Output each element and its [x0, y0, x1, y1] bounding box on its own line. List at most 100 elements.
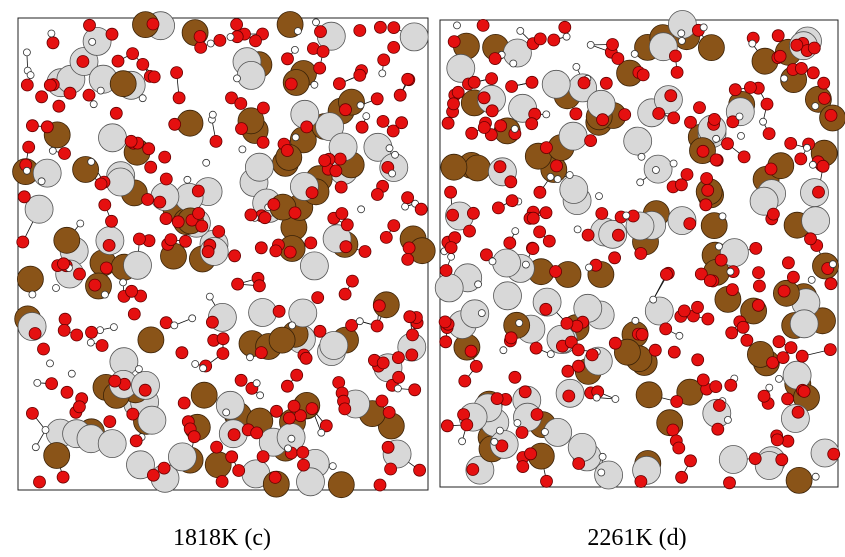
- oxygen-atom: [245, 209, 257, 221]
- hydrogen-atom: [719, 213, 726, 220]
- hydrogen-atom: [713, 135, 720, 142]
- oxygen-atom: [492, 202, 504, 214]
- oxygen-atom: [467, 207, 479, 219]
- hydrogen-atom: [596, 193, 603, 200]
- oxygen-atom: [300, 352, 312, 364]
- oxygen-atom: [58, 258, 70, 270]
- hydrogen-atom: [389, 170, 396, 177]
- metal-atom: [191, 382, 217, 408]
- oxygen-atom: [285, 78, 297, 90]
- oxygen-atom: [478, 122, 490, 134]
- hydrogen-atom: [776, 375, 783, 382]
- oxygen-atom: [306, 187, 318, 199]
- oxygen-atom: [210, 135, 222, 147]
- oxygen-atom: [228, 429, 240, 441]
- oxygen-atom: [828, 448, 840, 460]
- hydrogen-atom: [101, 291, 108, 298]
- oxygen-atom: [505, 176, 517, 188]
- figure: 1818K (c) 2261K (d): [0, 0, 845, 557]
- hydrogen-atom: [623, 212, 630, 219]
- oxygen-atom: [782, 435, 794, 447]
- oxygen-atom: [195, 41, 207, 53]
- oxygen-atom: [635, 476, 647, 488]
- oxygen-atom: [255, 347, 267, 359]
- hydrogen-atom: [514, 420, 521, 427]
- hydrogen-atom: [517, 27, 524, 34]
- oxygen-atom: [692, 301, 704, 313]
- oxygen-atom: [330, 165, 342, 177]
- oxygen-atom: [17, 236, 29, 248]
- oxygen-atom: [128, 308, 140, 320]
- hydrogen-atom: [257, 392, 264, 399]
- oxygen-atom: [543, 235, 555, 247]
- hydrogen-atom: [318, 429, 325, 436]
- hydrogen-atom: [522, 261, 529, 268]
- oxygen-atom: [194, 31, 206, 43]
- oxygen-atom: [402, 192, 414, 204]
- oxygen-atom: [697, 145, 709, 157]
- silicon-atom: [400, 23, 428, 51]
- hydrogen-atom: [678, 37, 685, 44]
- oxygen-atom: [561, 317, 573, 329]
- metal-atom: [464, 155, 490, 181]
- oxygen-atom: [694, 102, 706, 114]
- oxygen-atom: [84, 19, 96, 31]
- oxygen-atom: [169, 118, 181, 130]
- hydrogen-atom: [554, 176, 561, 183]
- oxygen-atom: [710, 381, 722, 393]
- oxygen-atom: [675, 179, 687, 191]
- oxygen-atom: [100, 262, 112, 274]
- hydrogen-atom: [203, 159, 210, 166]
- oxygen-atom: [26, 120, 38, 132]
- hydrogen-atom: [285, 445, 292, 452]
- oxygen-atom: [467, 464, 479, 476]
- snapshot-panel: [13, 12, 436, 498]
- oxygen-atom: [637, 69, 649, 81]
- hydrogen-atom: [738, 132, 745, 139]
- oxygen-atom: [283, 412, 295, 424]
- oxygen-atom: [18, 191, 30, 203]
- oxygen-atom: [722, 138, 734, 150]
- oxygen-atom: [392, 352, 404, 364]
- oxygen-atom: [439, 316, 451, 328]
- metal-atom: [54, 227, 80, 253]
- oxygen-atom: [257, 451, 269, 463]
- oxygen-atom: [491, 393, 503, 405]
- oxygen-atom: [573, 360, 585, 372]
- oxygen-atom: [58, 324, 70, 336]
- oxygen-atom: [715, 254, 727, 266]
- oxygen-atom: [551, 160, 563, 172]
- oxygen-atom: [477, 19, 489, 31]
- metal-atom: [441, 154, 467, 180]
- oxygen-atom: [526, 118, 538, 130]
- oxygen-atom: [106, 28, 118, 40]
- oxygen-atom: [257, 136, 269, 148]
- silicon-atom: [124, 251, 152, 279]
- oxygen-atom: [159, 151, 171, 163]
- oxygen-atom: [47, 37, 59, 49]
- hydrogen-atom: [363, 113, 370, 120]
- oxygen-atom: [778, 285, 790, 297]
- silicon-atom: [790, 310, 818, 338]
- hydrogen-atom: [49, 147, 56, 154]
- hydrogen-atom: [53, 285, 60, 292]
- oxygen-atom: [334, 153, 346, 165]
- hydrogen-atom: [234, 75, 241, 82]
- oxygen-atom: [530, 342, 542, 354]
- oxygen-atom: [354, 25, 366, 37]
- hydrogen-atom: [253, 380, 260, 387]
- oxygen-atom: [180, 235, 192, 247]
- oxygen-atom: [127, 408, 139, 420]
- oxygen-atom: [795, 153, 807, 165]
- hydrogen-atom: [510, 60, 517, 67]
- oxygen-atom: [414, 464, 426, 476]
- oxygen-atom: [374, 21, 386, 33]
- oxygen-atom: [773, 336, 785, 348]
- hydrogen-atom: [586, 264, 593, 271]
- oxygen-atom: [61, 386, 73, 398]
- oxygen-atom: [340, 104, 352, 116]
- silicon-atom: [624, 127, 652, 155]
- oxygen-atom: [257, 102, 269, 114]
- oxygen-atom: [448, 98, 460, 110]
- oxygen-atom: [712, 423, 724, 435]
